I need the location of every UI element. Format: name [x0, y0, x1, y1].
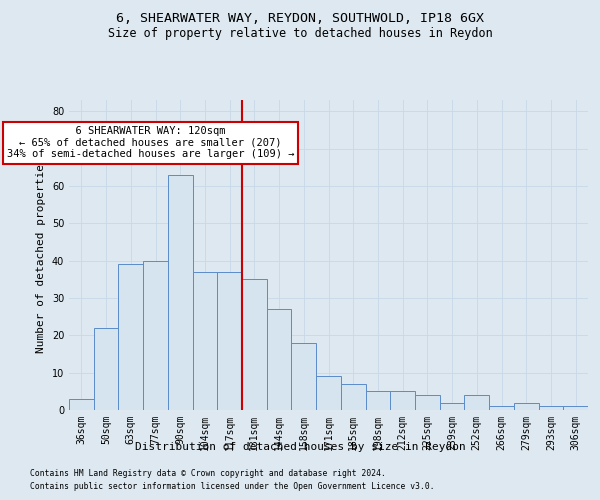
Bar [168, 174, 193, 410]
Text: Contains public sector information licensed under the Open Government Licence v3: Contains public sector information licen… [30, 482, 434, 491]
Text: Distribution of detached houses by size in Reydon: Distribution of detached houses by size … [134, 442, 466, 452]
Bar [193, 272, 217, 410]
Bar [242, 280, 267, 410]
Bar [94, 328, 118, 410]
Bar [514, 402, 539, 410]
Text: Contains HM Land Registry data © Crown copyright and database right 2024.: Contains HM Land Registry data © Crown c… [30, 468, 386, 477]
Bar [292, 343, 316, 410]
Bar [143, 260, 168, 410]
Bar [217, 272, 242, 410]
Bar [118, 264, 143, 410]
Bar [341, 384, 365, 410]
Bar [440, 402, 464, 410]
Bar [563, 406, 588, 410]
Bar [415, 395, 440, 410]
Bar [464, 395, 489, 410]
Bar [69, 399, 94, 410]
Bar [316, 376, 341, 410]
Bar [365, 392, 390, 410]
Bar [539, 406, 563, 410]
Text: Size of property relative to detached houses in Reydon: Size of property relative to detached ho… [107, 28, 493, 40]
Text: 6 SHEARWATER WAY: 120sqm  
← 65% of detached houses are smaller (207)
34% of sem: 6 SHEARWATER WAY: 120sqm ← 65% of detach… [7, 126, 295, 160]
Text: 6, SHEARWATER WAY, REYDON, SOUTHWOLD, IP18 6GX: 6, SHEARWATER WAY, REYDON, SOUTHWOLD, IP… [116, 12, 484, 26]
Bar [489, 406, 514, 410]
Bar [390, 392, 415, 410]
Y-axis label: Number of detached properties: Number of detached properties [36, 157, 46, 353]
Bar [267, 309, 292, 410]
